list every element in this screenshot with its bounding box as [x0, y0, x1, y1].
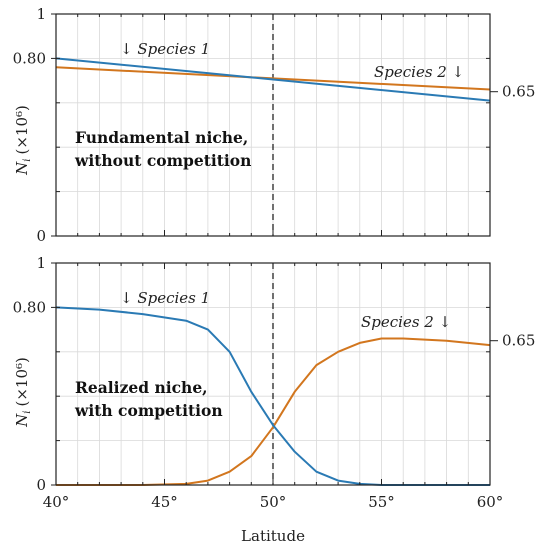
y-axis-label-bottom: Ni(×10⁶): [13, 357, 33, 428]
y-tick-label: 0: [36, 227, 46, 245]
series-line-species-1: [55, 57, 491, 102]
x-tick-label: 60°: [477, 493, 504, 511]
x-tick-label: 40°: [43, 493, 70, 511]
annotation-line2-bottom: with competition: [74, 401, 223, 420]
right-tick-label: 0.65: [502, 332, 535, 350]
series-lines-top: [55, 14, 491, 236]
panel-fundamental-niche: 0 0.80 1 0.65 Fundamental niche, without co…: [13, 5, 536, 245]
y-tick-label: 1: [36, 5, 46, 23]
panel-realized-niche: 40° 45° 50° 55° 60° 0 0.80 1 0.65 Realized niche…: [13, 254, 536, 545]
series-label-species-1-top: ↓ Species 1: [120, 40, 210, 58]
y-tick-label: 0.80: [13, 298, 46, 316]
ticks-bottom: 40° 45° 50° 55° 60° 0 0.80 1 0.65: [13, 254, 536, 511]
annotation-line1-top: Fundamental niche,: [75, 128, 248, 147]
series-label-species-2-bottom: Species 2 ↓: [361, 313, 451, 331]
y-tick-label: 0: [36, 476, 46, 494]
x-tick-label: 50°: [260, 493, 287, 511]
series-line-species-2: [56, 337, 491, 486]
ticks-top: 0 0.80 1 0.65: [13, 5, 536, 245]
annotation-line2-top: without competition: [74, 151, 251, 170]
y-tick-label: 1: [36, 254, 46, 272]
right-tick-label: 0.65: [502, 83, 535, 101]
y-tick-label: 0.80: [13, 49, 46, 67]
annotation-line1-bottom: Realized niche,: [75, 378, 208, 397]
series-line-species-2: [55, 66, 491, 91]
y-axis-label-top: Ni(×10⁶): [13, 105, 33, 176]
x-axis-label: Latitude: [241, 527, 305, 545]
series-label-species-2-top: Species 2 ↓: [374, 63, 464, 81]
series-label-species-1-bottom: ↓ Species 1: [120, 289, 210, 307]
x-tick-label: 45°: [151, 493, 178, 511]
x-tick-label: 55°: [368, 493, 395, 511]
